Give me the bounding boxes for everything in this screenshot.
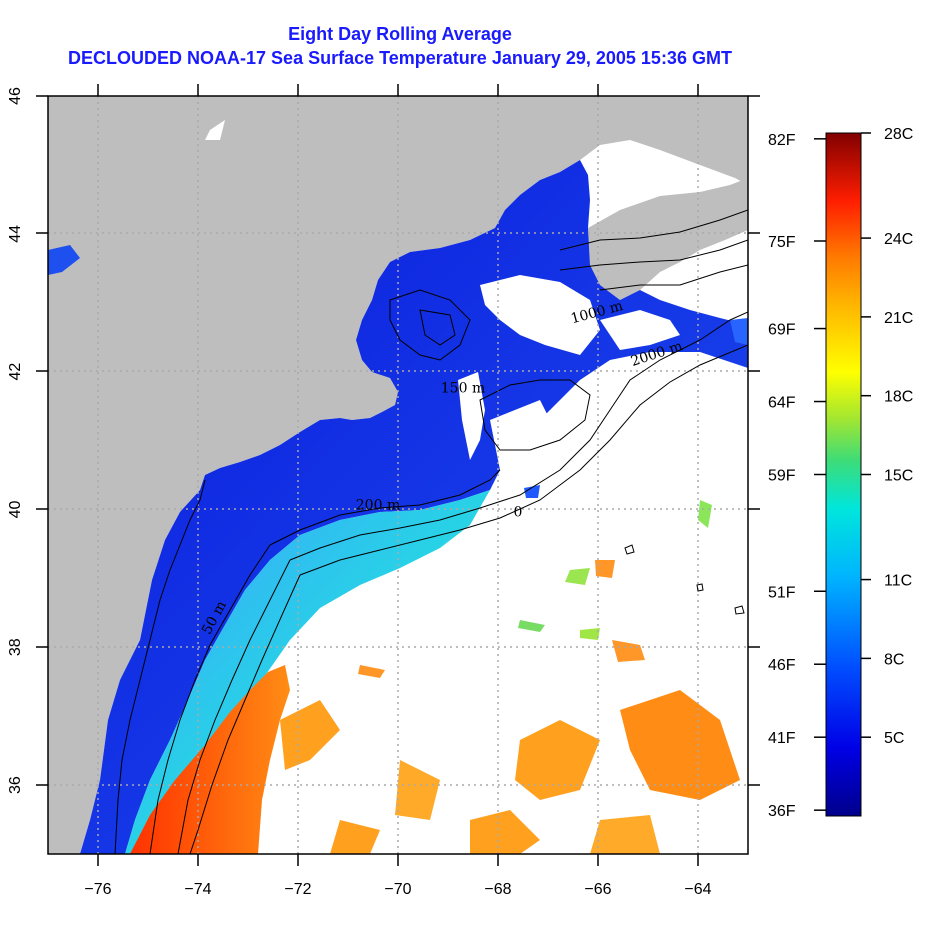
- colorbar-celsius-label: 24C: [884, 231, 913, 248]
- warm-patch: [515, 720, 600, 800]
- x-tick-label: −76: [84, 881, 111, 898]
- colorbar-fahrenheit-label: 46F: [768, 657, 796, 674]
- warm-patch: [330, 820, 380, 854]
- contour-gulf-maine-inner: [419, 309, 456, 346]
- lat-lon-grid: [48, 96, 748, 854]
- colorbar-fahrenheit-label: 75F: [768, 234, 796, 251]
- y-tick-label: 36: [7, 776, 24, 794]
- y-tick-label: 46: [7, 87, 24, 105]
- colorbar-celsius-label: 28C: [884, 126, 913, 143]
- x-tick-label: −66: [584, 881, 611, 898]
- colorbar-celsius-label: 18C: [884, 389, 913, 406]
- colorbar-fahrenheit-label: 51F: [768, 584, 796, 601]
- warm-patch: [470, 810, 540, 854]
- contour-georges-bank: [479, 379, 591, 451]
- y-tick-label: 40: [7, 500, 24, 518]
- y-tick-label: 38: [7, 638, 24, 656]
- colorbar-fahrenheit-label: 82F: [768, 132, 796, 149]
- contour-label: 150 m: [441, 380, 485, 396]
- contour-small: [734, 605, 745, 615]
- y-tick-label: 44: [7, 225, 24, 243]
- colorbar-fahrenheit-label: 64F: [768, 395, 796, 412]
- warm-patch: [620, 690, 740, 800]
- x-tick-label: −68: [484, 881, 511, 898]
- x-tick-label: −74: [184, 881, 211, 898]
- colorbar-celsius-label: 15C: [884, 468, 913, 485]
- colorbar: [825, 132, 862, 817]
- contour-small: [624, 544, 635, 555]
- map-subtitle: DECLOUDED NOAA-17 Sea Surface Temperatur…: [68, 48, 732, 68]
- colorbar-fahrenheit-label: 41F: [768, 730, 796, 747]
- green-patch: [580, 628, 600, 640]
- warm-patch: [612, 640, 645, 662]
- colorbar-fahrenheit-label: 36F: [768, 803, 796, 820]
- y-tick-label: 42: [7, 363, 24, 381]
- x-tick-label: −70: [384, 881, 411, 898]
- contour-scotian-outer: [599, 264, 748, 291]
- contour-200m: [149, 469, 501, 854]
- warm-patch: [590, 815, 660, 854]
- colorbar-celsius-labels: 28C 24C 21C 18C 15C 11C 8C 5C: [861, 126, 913, 747]
- green-patch: [518, 620, 545, 632]
- cloud-gap: [205, 120, 225, 140]
- contour-label: 200 m: [356, 497, 400, 513]
- x-tick-label: −64: [684, 881, 711, 898]
- contour-50m: [114, 479, 206, 854]
- cloud-gap: [490, 400, 560, 470]
- cloud-gap: [480, 275, 600, 355]
- y-axis-tick-labels: 36 38 40 42 44 46: [7, 87, 24, 794]
- contour-2000m: [189, 344, 748, 854]
- x-axis-tick-labels: −76 −74 −72 −70 −68 −66 −64: [84, 881, 711, 898]
- green-patch: [698, 500, 712, 528]
- axis-ticks: [36, 84, 760, 866]
- colorbar-fahrenheit-label: 59F: [768, 468, 796, 485]
- x-tick-label: −72: [284, 881, 311, 898]
- colorbar-celsius-label: 5C: [884, 730, 904, 747]
- colorbar-celsius-label: 8C: [884, 651, 904, 668]
- bathymetry-contours: [114, 209, 748, 854]
- warm-patch: [595, 560, 615, 578]
- warm-patch: [358, 665, 385, 678]
- blue-patch: [48, 245, 80, 275]
- warm-patch: [280, 700, 340, 770]
- green-patch: [565, 568, 590, 585]
- cloud-gap: [600, 310, 680, 350]
- colorbar-celsius-label: 11C: [884, 573, 912, 590]
- contour-gulf-maine: [389, 289, 471, 361]
- cloud-gap: [458, 372, 485, 460]
- colorbar-fahrenheit-label: 69F: [768, 322, 796, 339]
- blue-patch: [524, 485, 540, 498]
- contour-small: [696, 583, 704, 592]
- contour-scotian-shelf: [559, 209, 748, 271]
- gulf-stream-water: [130, 665, 290, 854]
- contour-label: 0: [514, 504, 523, 520]
- land-mass: [48, 96, 748, 854]
- contour-1000m: [177, 311, 748, 854]
- warm-patch: [395, 760, 440, 820]
- blue-patch: [730, 318, 748, 345]
- land-nova-scotia: [588, 178, 748, 300]
- colorbar-celsius-label: 21C: [884, 310, 913, 327]
- map-title: Eight Day Rolling Average: [288, 24, 512, 44]
- colorbar-fahrenheit-labels: 82F 75F 69F 64F 59F 51F 46F 41F 36F: [768, 132, 826, 820]
